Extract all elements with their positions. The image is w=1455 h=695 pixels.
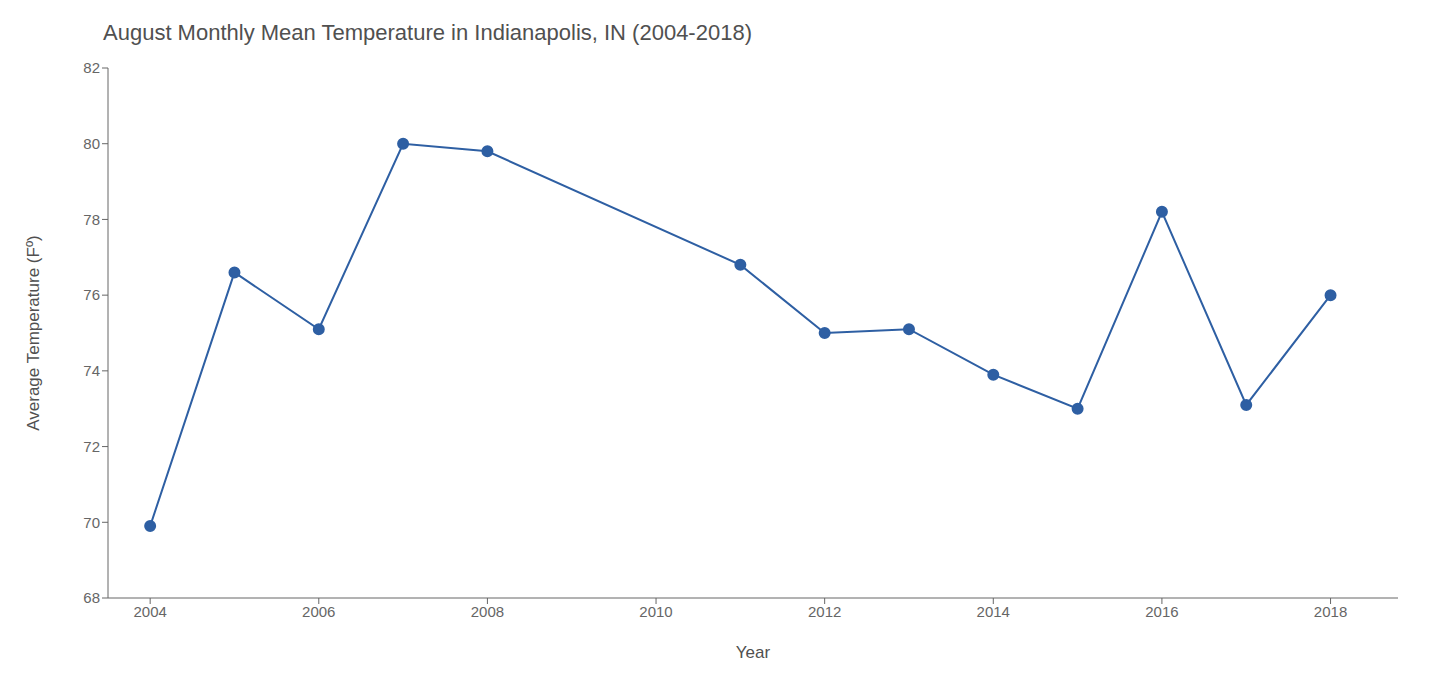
svg-text:2006: 2006 xyxy=(302,603,335,620)
html-text:August Monthly Mean Temperatur: August Monthly Mean Temperature in India… xyxy=(103,20,752,45)
svg-text:2016: 2016 xyxy=(1145,603,1178,620)
svg-text:2008: 2008 xyxy=(471,603,504,620)
svg-text:72: 72 xyxy=(83,438,100,455)
svg-text:80: 80 xyxy=(83,135,100,152)
svg-text:2004: 2004 xyxy=(133,603,166,620)
svg-text:82: 82 xyxy=(83,59,100,76)
svg-text:78: 78 xyxy=(83,211,100,228)
svg-text:70: 70 xyxy=(83,514,100,531)
svg-text:2010: 2010 xyxy=(639,603,672,620)
svg-text:Year: Year xyxy=(736,643,771,662)
svg-text:2014: 2014 xyxy=(977,603,1010,620)
svg-text:74: 74 xyxy=(83,362,100,379)
svg-text:Average Temperature (Fº): Average Temperature (Fº) xyxy=(24,235,43,431)
svg-text:68: 68 xyxy=(83,589,100,606)
svg-text:2012: 2012 xyxy=(808,603,841,620)
svg-text:2018: 2018 xyxy=(1314,603,1347,620)
svg-text:76: 76 xyxy=(83,286,100,303)
